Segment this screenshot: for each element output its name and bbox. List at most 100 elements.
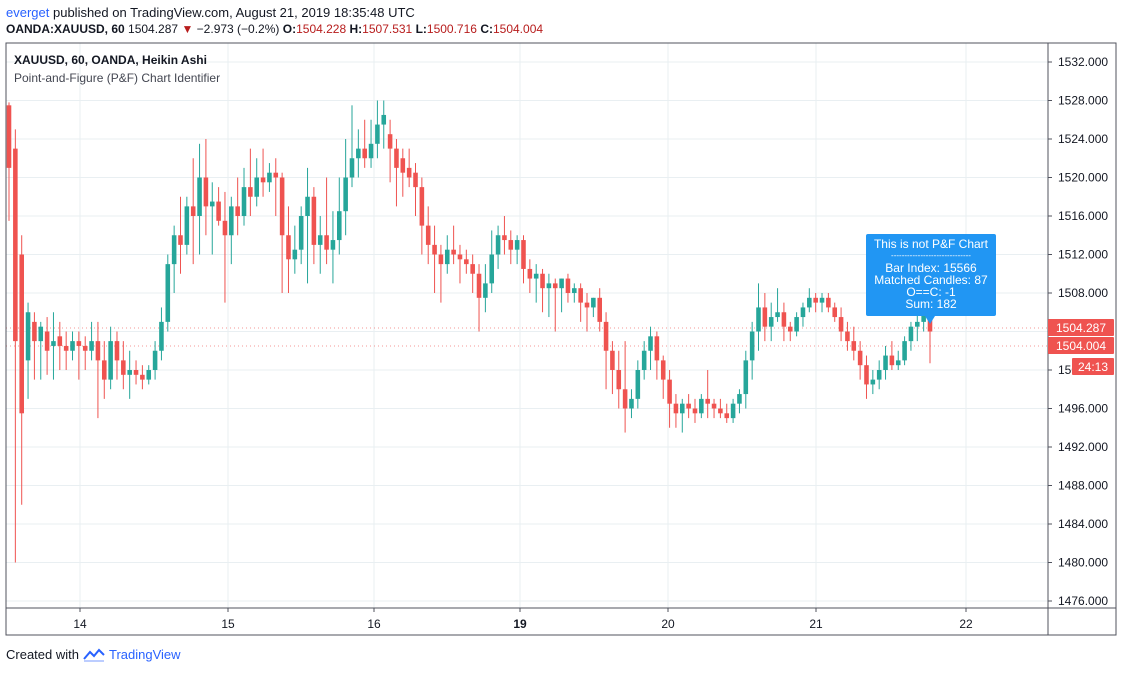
candle-body — [152, 350, 158, 370]
author-link[interactable]: everget — [6, 5, 50, 20]
candle-body — [57, 336, 63, 346]
candle-body — [222, 220, 228, 236]
series-legend[interactable]: XAUUSD, 60, OANDA, Heikin Ashi — [14, 53, 207, 67]
candle-body — [838, 317, 844, 332]
candle-body — [89, 341, 94, 351]
candle-body — [146, 370, 152, 380]
candle-body — [451, 249, 456, 255]
price-label: 1504.004 — [1056, 339, 1106, 353]
candle-body — [298, 216, 304, 250]
candle-body — [533, 273, 539, 279]
candle-body — [362, 148, 367, 159]
candle-body — [673, 403, 679, 414]
candle-body — [921, 312, 926, 322]
tradingview-brand-link[interactable]: TradingView — [108, 647, 181, 662]
candle-body — [724, 413, 730, 419]
candle-body — [343, 177, 348, 212]
candle-body — [63, 345, 69, 351]
last-price: 1504.287 — [128, 22, 179, 36]
candle-body — [699, 398, 704, 414]
candle-body — [762, 307, 768, 327]
candle-body — [127, 370, 132, 375]
candle-body — [743, 360, 749, 395]
low-value: 1500.716 — [426, 22, 477, 36]
candle-body — [216, 201, 221, 221]
candle-body — [286, 235, 291, 260]
price-tick-label: 1524.000 — [1058, 132, 1108, 146]
time-tick-label: 22 — [959, 617, 973, 631]
indicator-legend[interactable]: Point-and-Figure (P&F) Chart Identifier — [14, 71, 221, 85]
candle-body — [184, 206, 190, 245]
tooltip-pointer — [925, 316, 935, 324]
candle-body — [267, 172, 272, 183]
candle-body — [178, 235, 183, 245]
candle-body — [489, 254, 495, 284]
published-text: published on TradingView.com, August 21,… — [49, 5, 415, 20]
price-tick-label: 1484.000 — [1058, 517, 1108, 531]
time-tick-label: 16 — [367, 617, 381, 631]
price-tick-label: 1476.000 — [1058, 594, 1108, 608]
candle-body — [19, 254, 24, 414]
candle-body — [679, 403, 685, 414]
candle-body — [514, 240, 520, 250]
candle-body — [832, 307, 838, 318]
price-tick-label: 1516.000 — [1058, 209, 1108, 223]
time-tick-label: 21 — [809, 617, 823, 631]
price-tick-label: 1532.000 — [1058, 55, 1108, 69]
candle-body — [908, 326, 914, 342]
candle-body — [330, 240, 336, 250]
price-label: 1504.287 — [1056, 321, 1106, 335]
candle-body — [76, 341, 82, 346]
price-tick-label: 1480.000 — [1058, 556, 1108, 570]
close-label: C: — [480, 22, 493, 36]
candle-body — [44, 331, 50, 351]
candle-body — [730, 403, 736, 419]
candle-body — [667, 379, 672, 404]
candle-body — [572, 288, 577, 293]
candle-body — [197, 177, 202, 216]
high-value: 1507.531 — [362, 22, 413, 36]
candle-body — [902, 341, 907, 361]
price-tick-label: 1496.000 — [1058, 402, 1108, 416]
candle-body — [121, 360, 126, 375]
candle-body — [229, 206, 234, 236]
candle-body — [546, 283, 552, 289]
tooltip-box — [866, 234, 996, 316]
candle-body — [470, 264, 475, 274]
time-tick-label: 14 — [73, 617, 87, 631]
price-tick-label: 1520.000 — [1058, 171, 1108, 185]
candle-body — [190, 206, 196, 216]
candle-body — [813, 297, 818, 303]
candle-body — [165, 264, 171, 322]
candle-body — [800, 307, 806, 318]
candle-body — [495, 235, 501, 255]
candle-body — [279, 177, 285, 236]
candle-body — [807, 297, 812, 308]
tooltip-line: Bar Index: 15566 — [885, 261, 977, 275]
candle-body — [444, 249, 450, 265]
candle-body — [95, 341, 101, 361]
candles-layer — [6, 100, 933, 563]
tradingview-logo-icon — [83, 648, 105, 662]
candle-body — [559, 278, 564, 289]
publish-header: everget published on TradingView.com, Au… — [6, 4, 415, 21]
time-tick-label: 20 — [661, 617, 675, 631]
candle-body — [870, 379, 876, 385]
candle-body — [32, 321, 37, 342]
candle-body — [781, 312, 787, 327]
candle-body — [349, 158, 355, 178]
candle-body — [51, 341, 56, 346]
time-tick-label: 19 — [513, 617, 527, 631]
candle-body — [368, 143, 374, 159]
candle-body — [38, 326, 44, 342]
candle-body — [578, 288, 583, 303]
candle-body — [826, 297, 831, 308]
down-arrow-icon: ▼ — [181, 22, 194, 36]
candle-body — [705, 398, 710, 404]
open-label: O: — [282, 22, 297, 36]
quote-line: OANDA:XAUUSD, 60 1504.287 ▼ −2.973 (−0.2… — [6, 21, 543, 38]
candle-body — [108, 341, 113, 380]
candle-body — [70, 341, 75, 351]
footer: Created with TradingView — [6, 647, 181, 662]
